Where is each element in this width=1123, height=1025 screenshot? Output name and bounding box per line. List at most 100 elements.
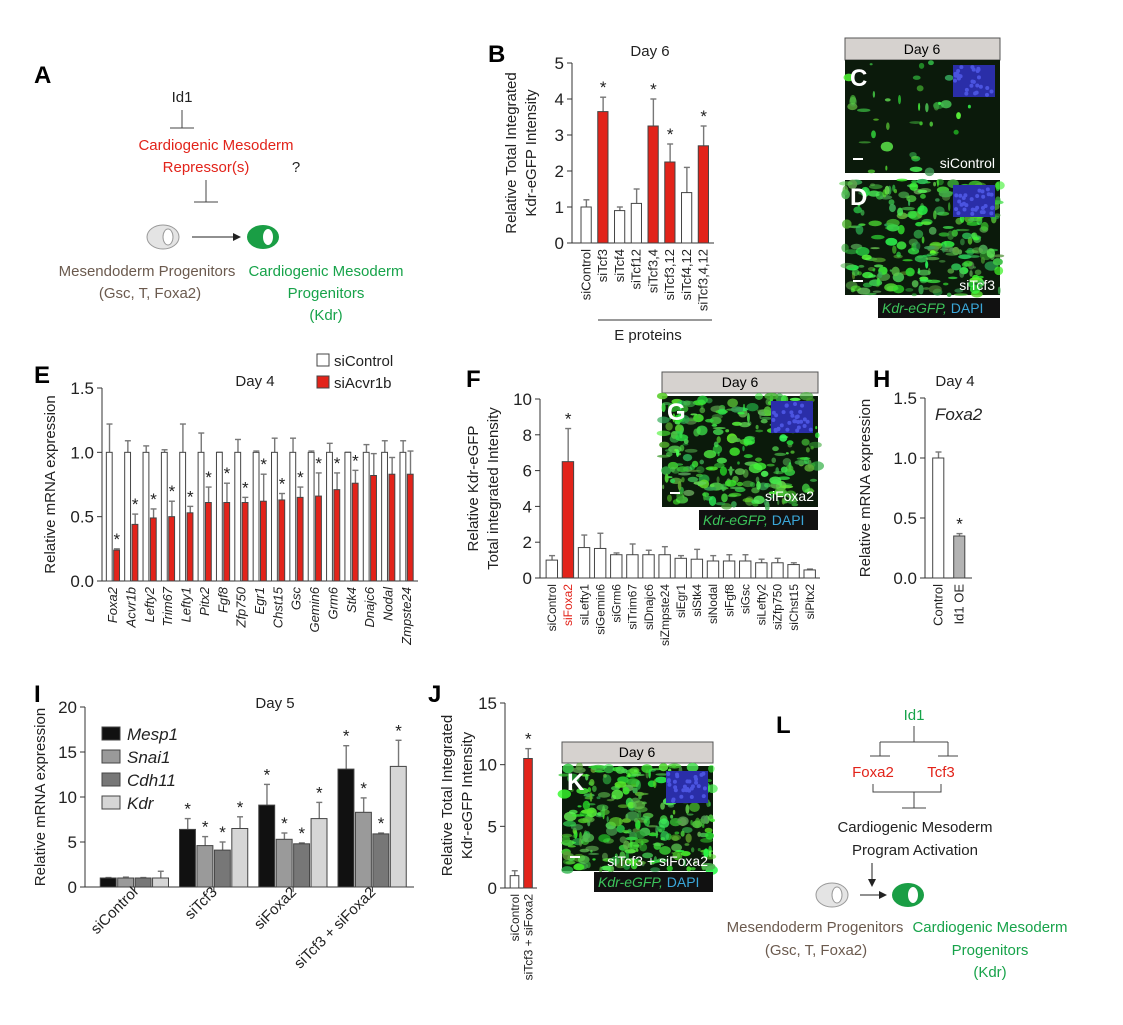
x-tick-label: siTcf12 <box>629 249 644 289</box>
fluorescence-image <box>557 762 718 875</box>
gfp-signal <box>686 813 694 816</box>
gfp-signal <box>727 468 735 472</box>
bar <box>690 558 704 579</box>
dapi-nucleus <box>953 78 958 83</box>
x-tick-label: siControl <box>88 884 142 938</box>
id1-label: Id1 <box>172 89 193 106</box>
gfp-signal <box>681 827 693 833</box>
gfp-signal <box>627 801 635 809</box>
gfp-signal <box>942 282 949 286</box>
y-tick-label: 1.5 <box>70 379 94 398</box>
bar <box>771 562 784 579</box>
gfp-signal <box>623 863 631 870</box>
condition-label: siTcf3 <box>959 277 995 293</box>
bar <box>354 811 372 888</box>
gfp-signal <box>880 141 894 152</box>
gfp-signal <box>891 266 900 277</box>
dapi-nucleus <box>808 427 813 432</box>
significance-star: * <box>202 818 209 837</box>
bar <box>271 451 278 582</box>
x-tick-label: siEgr1 <box>674 584 688 618</box>
gfp-signal <box>841 189 850 200</box>
gfp-signal <box>656 392 668 400</box>
gfp-signal <box>925 260 929 269</box>
gfp-signal <box>729 435 739 443</box>
gfp-signal <box>928 60 934 66</box>
gfp-signal <box>657 416 670 424</box>
gfp-signal <box>708 764 715 773</box>
gfp-signal <box>637 810 642 820</box>
dapi-nucleus <box>795 428 800 433</box>
dapi-nucleus <box>970 211 975 216</box>
gfp-signal <box>674 831 680 835</box>
gfp-signal <box>986 248 996 259</box>
gfp-signal <box>625 851 629 861</box>
bar <box>399 451 407 582</box>
gfp-signal <box>840 262 855 269</box>
x-tick-label: siStk4 <box>690 584 704 617</box>
gfp-signal <box>766 463 775 467</box>
gfp-signal <box>646 825 659 828</box>
gfp-signal <box>754 393 764 400</box>
x-tick-label: Trim67 <box>160 586 175 626</box>
gfp-signal <box>712 428 724 436</box>
gfp-signal <box>777 499 780 506</box>
y-axis-label: Total integrated Intensity <box>485 407 502 570</box>
gfp-signal <box>634 838 649 844</box>
significance-star: * <box>667 125 674 144</box>
gfp-signal <box>884 98 891 102</box>
dapi-nucleus <box>666 778 671 783</box>
gfp-signal <box>791 503 799 507</box>
gfp-signal <box>737 461 740 465</box>
gfp-signal <box>635 848 639 852</box>
bar <box>160 451 168 582</box>
bar <box>932 457 945 579</box>
gfp-signal <box>669 413 672 420</box>
target-label-1: Cardiogenic Mesoderm <box>248 263 403 280</box>
bar <box>642 554 655 579</box>
gene-annotation: Foxa2 <box>935 405 983 424</box>
gfp-signal <box>801 438 810 446</box>
y-tick-label: 5 <box>555 54 564 73</box>
gfp-signal <box>790 450 795 454</box>
gfp-signal <box>625 858 638 865</box>
gfp-signal <box>643 820 648 824</box>
x-tick-label: siControl <box>545 584 559 631</box>
gfp-signal <box>938 190 953 198</box>
dapi-nucleus <box>964 87 969 92</box>
dapi-nucleus <box>779 423 784 428</box>
gfp-signal <box>905 288 914 292</box>
gfp-signal <box>693 481 707 486</box>
gfp-signal <box>603 763 615 774</box>
chart-j: 0 5 10 15 Relative Total Integrated Kdr-eGFP … <box>439 694 537 980</box>
gfp-signal <box>599 866 603 874</box>
gfp-signal <box>947 268 955 274</box>
x-tick-label: siGsc <box>738 584 752 614</box>
gfp-signal <box>911 280 919 288</box>
x-tick-label: Nodal <box>380 586 395 621</box>
day-header-label: Day 6 <box>722 374 759 390</box>
question-mark: ? <box>292 159 300 176</box>
x-tick-label: siTcf3 <box>595 249 610 282</box>
dapi-nucleus <box>773 427 778 432</box>
gfp-signal <box>563 811 577 822</box>
bar <box>213 849 231 888</box>
gfp-signal <box>892 245 897 254</box>
gfp-signal <box>923 287 930 290</box>
significance-star: * <box>114 530 121 549</box>
y-tick-label: 10 <box>58 788 77 807</box>
gfp-signal <box>685 833 692 843</box>
dapi-nucleus <box>964 203 969 208</box>
gfp-signal <box>925 256 940 261</box>
tcf3-label: Tcf3 <box>927 764 955 781</box>
gfp-signal <box>882 189 887 198</box>
gfp-signal <box>938 259 946 263</box>
x-tick-label: Fgf8 <box>215 586 230 613</box>
gfp-signal <box>619 851 626 861</box>
gfp-signal <box>914 255 929 263</box>
bar <box>113 549 121 582</box>
dapi-nucleus <box>985 187 990 192</box>
dapi-nucleus <box>800 403 805 408</box>
dapi-nucleus <box>796 420 801 425</box>
gfp-signal <box>860 209 865 216</box>
